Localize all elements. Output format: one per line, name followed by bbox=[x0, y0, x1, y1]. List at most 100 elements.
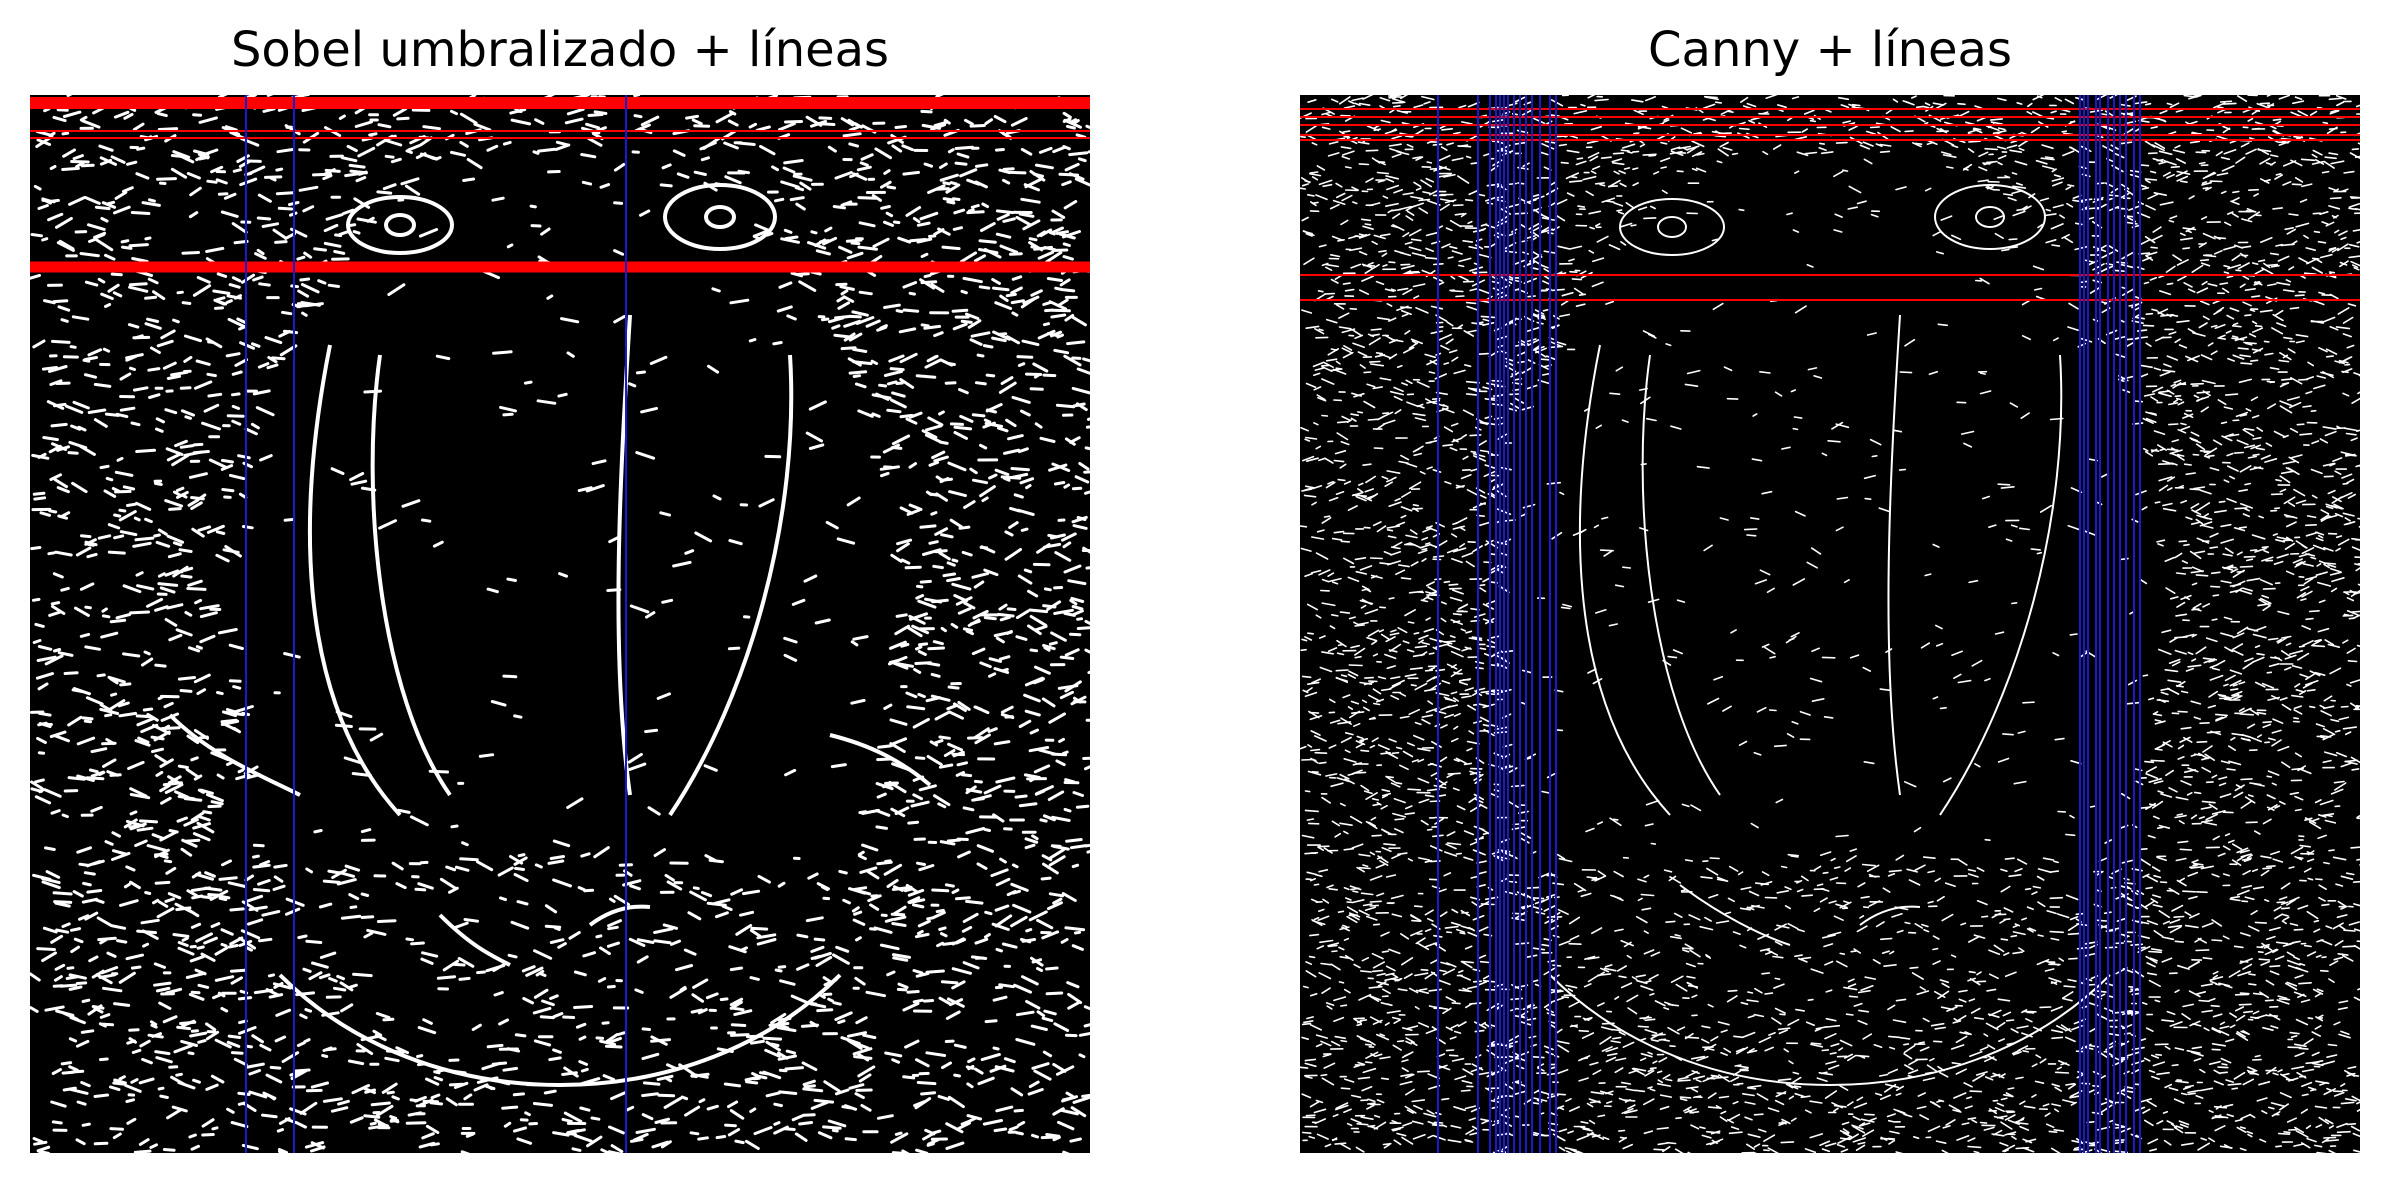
edge-stroke bbox=[1380, 688, 1392, 692]
edge-stroke bbox=[543, 1089, 557, 1095]
edge-stroke bbox=[458, 976, 471, 981]
edge-stroke bbox=[96, 916, 113, 928]
edge-stroke bbox=[231, 276, 242, 283]
edge-stroke bbox=[1614, 1067, 1624, 1074]
edge-stroke bbox=[167, 552, 182, 559]
edge-stroke bbox=[2046, 909, 2057, 915]
edge-stroke bbox=[2323, 695, 2333, 702]
edge-stroke bbox=[860, 153, 874, 161]
edge-stroke bbox=[966, 1082, 974, 1089]
edge-stroke bbox=[138, 1077, 155, 1085]
edge-stroke bbox=[561, 1117, 573, 1123]
edge-stroke bbox=[907, 888, 925, 897]
edge-stroke bbox=[303, 1038, 311, 1044]
edge-stroke bbox=[1623, 1109, 1638, 1115]
edge-stroke bbox=[1753, 1143, 1761, 1148]
edge-stroke bbox=[2196, 740, 2208, 744]
edge-stroke bbox=[783, 653, 798, 662]
edge-stroke bbox=[2282, 916, 2290, 921]
edge-stroke bbox=[1411, 1099, 1426, 1103]
edge-stroke bbox=[848, 1083, 865, 1090]
edge-stroke bbox=[1393, 386, 1404, 393]
edge-stroke bbox=[915, 594, 925, 600]
edge-stroke bbox=[157, 695, 165, 701]
edge-stroke bbox=[801, 1061, 818, 1072]
edge-stroke bbox=[1326, 884, 1334, 889]
edge-stroke bbox=[1618, 975, 1627, 979]
edge-stroke bbox=[2232, 683, 2238, 687]
edge-stroke bbox=[1356, 1023, 1363, 1027]
edge-stroke bbox=[933, 739, 944, 745]
edge-stroke bbox=[1889, 950, 1895, 955]
edge-stroke bbox=[432, 540, 444, 548]
edge-stroke bbox=[1391, 913, 1403, 918]
edge-stroke bbox=[1397, 287, 1409, 291]
edge-stroke bbox=[1927, 1125, 1941, 1133]
edge-stroke bbox=[1451, 1057, 1465, 1062]
edge-stroke bbox=[1369, 557, 1383, 560]
edge-stroke bbox=[217, 628, 238, 635]
edge-stroke bbox=[697, 1136, 709, 1141]
edge-stroke bbox=[238, 1026, 257, 1035]
edge-stroke bbox=[2229, 140, 2237, 144]
edge-stroke bbox=[142, 707, 154, 712]
edge-stroke bbox=[369, 1121, 377, 1126]
edge-stroke bbox=[2062, 150, 2075, 157]
edge-stroke bbox=[1346, 906, 1359, 914]
edge-stroke bbox=[1413, 905, 1423, 908]
edge-stroke bbox=[938, 735, 951, 740]
edge-stroke bbox=[1738, 740, 1748, 747]
edge-stroke bbox=[2279, 1091, 2292, 1099]
edge-stroke bbox=[1461, 1079, 1473, 1084]
edge-stroke bbox=[908, 614, 926, 625]
edge-stroke bbox=[2044, 213, 2057, 217]
edge-stroke bbox=[54, 975, 63, 982]
edge-stroke bbox=[532, 150, 540, 155]
edge-stroke bbox=[1482, 322, 1495, 326]
edge-stroke bbox=[66, 966, 75, 970]
edge-stroke bbox=[1904, 130, 1914, 133]
edge-stroke bbox=[57, 651, 74, 657]
edge-stroke bbox=[2020, 412, 2030, 420]
edge-stroke bbox=[892, 220, 901, 225]
edge-stroke bbox=[176, 490, 189, 499]
edge-stroke bbox=[967, 1064, 975, 1071]
edge-stroke bbox=[164, 618, 178, 627]
edge-stroke bbox=[999, 857, 1007, 864]
edge-stroke bbox=[1824, 1032, 1837, 1040]
edge-stroke bbox=[76, 1100, 87, 1106]
edge-stroke bbox=[267, 356, 278, 364]
edge-stroke bbox=[1678, 145, 1692, 150]
edge-stroke bbox=[784, 768, 797, 777]
edge-stroke bbox=[2240, 800, 2253, 809]
edge-stroke bbox=[1446, 142, 1454, 146]
edge-stroke bbox=[2273, 560, 2284, 566]
edge-stroke bbox=[533, 949, 553, 960]
edge-stroke bbox=[1372, 386, 1383, 390]
edge-stroke bbox=[1984, 838, 1991, 842]
edge-stroke bbox=[1768, 709, 1777, 712]
edge-stroke bbox=[1448, 349, 1458, 354]
edge-stroke bbox=[1794, 305, 1807, 314]
edge-stroke bbox=[248, 905, 268, 912]
edge-stroke bbox=[850, 640, 859, 647]
edge-stroke bbox=[1552, 882, 1565, 886]
edge-stroke bbox=[2335, 547, 2341, 552]
edge-stroke bbox=[840, 346, 857, 351]
edge-stroke bbox=[133, 1149, 152, 1153]
edge-stroke bbox=[1893, 429, 1903, 433]
edge-stroke bbox=[1788, 1095, 1795, 1100]
edge-stroke bbox=[1425, 707, 1440, 714]
edge-stroke bbox=[1932, 696, 1939, 700]
edge-stroke bbox=[2262, 604, 2271, 612]
edge-stroke bbox=[931, 888, 950, 893]
edge-stroke bbox=[67, 715, 83, 727]
edge-stroke bbox=[1059, 278, 1071, 287]
edge-stroke bbox=[1371, 797, 1380, 801]
edge-stroke bbox=[1067, 579, 1087, 586]
edge-stroke bbox=[1907, 1069, 1919, 1075]
edge-stroke bbox=[1590, 927, 1603, 935]
edge-stroke bbox=[176, 1025, 192, 1031]
edge-stroke bbox=[1680, 127, 1693, 134]
edge-stroke bbox=[692, 978, 709, 989]
